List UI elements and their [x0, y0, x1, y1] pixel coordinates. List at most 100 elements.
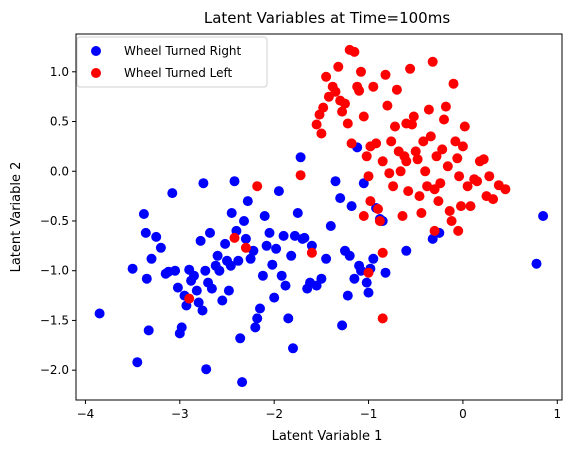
point-wheel-left — [374, 216, 385, 226]
point-wheel-left — [349, 46, 360, 57]
point-wheel-right — [276, 270, 287, 281]
point-wheel-right — [206, 283, 217, 294]
point-wheel-left — [333, 61, 344, 72]
point-wheel-left — [356, 66, 366, 77]
point-wheel-left — [452, 153, 463, 164]
point-wheel-right — [531, 258, 542, 269]
point-wheel-left — [423, 104, 434, 115]
point-wheel-left — [465, 201, 476, 212]
point-wheel-right — [316, 273, 327, 284]
legend-box — [76, 36, 268, 88]
point-wheel-left — [361, 151, 372, 162]
point-wheel-right — [146, 253, 157, 264]
point-wheel-left — [371, 138, 382, 149]
point-wheel-right — [225, 260, 236, 271]
point-wheel-right — [223, 285, 234, 296]
point-wheel-right — [94, 308, 105, 319]
point-wheel-left — [454, 171, 465, 182]
y-axis-label: Latent Variable 2 — [9, 162, 24, 273]
point-wheel-right — [335, 193, 346, 204]
point-wheel-right — [170, 265, 181, 276]
point-wheel-left — [446, 216, 457, 226]
point-wheel-left — [358, 111, 369, 122]
point-wheel-right — [286, 250, 297, 261]
point-wheel-left — [442, 161, 453, 172]
point-wheel-left — [462, 181, 473, 192]
point-wheel-right — [191, 285, 202, 296]
point-wheel-left — [478, 154, 489, 165]
point-wheel-right — [172, 282, 183, 293]
point-wheel-right — [259, 211, 270, 221]
point-wheel-right — [306, 240, 317, 251]
y-tick-label: 1.0 — [50, 65, 69, 79]
point-wheel-right — [257, 270, 268, 281]
point-wheel-right — [189, 270, 199, 281]
point-wheel-right — [255, 303, 265, 314]
point-wheel-left — [318, 102, 329, 113]
point-wheel-left — [457, 141, 468, 152]
point-wheel-left — [450, 136, 461, 147]
point-wheel-left — [403, 186, 414, 197]
point-wheel-right — [138, 209, 149, 219]
point-wheel-right — [427, 233, 438, 244]
point-wheel-right — [346, 201, 357, 212]
point-wheel-left — [330, 86, 341, 97]
point-wheel-left — [414, 191, 425, 202]
point-wheel-right — [363, 287, 374, 298]
point-wheel-right — [132, 357, 143, 368]
point-wheel-right — [330, 176, 341, 187]
point-wheel-left — [401, 156, 412, 167]
point-wheel-left — [408, 111, 419, 122]
point-wheel-right — [380, 267, 391, 278]
x-tick-label: 1 — [553, 407, 561, 421]
legend-marker-left — [91, 68, 101, 78]
point-wheel-right — [280, 280, 291, 291]
point-wheel-right — [292, 208, 303, 218]
point-wheel-left — [365, 196, 376, 207]
point-wheel-right — [167, 188, 178, 199]
point-wheel-right — [195, 235, 206, 246]
point-wheel-left — [377, 313, 388, 324]
point-wheel-left — [358, 211, 369, 221]
point-wheel-left — [373, 204, 383, 214]
point-wheel-right — [217, 295, 228, 306]
point-wheel-right — [349, 273, 360, 284]
plot-frame — [75, 33, 563, 401]
y-tick-label: −2.0 — [40, 363, 69, 377]
point-wheel-left — [321, 71, 332, 82]
point-wheel-left — [377, 247, 388, 258]
point-wheel-left — [390, 121, 400, 132]
point-wheel-left — [488, 194, 499, 205]
point-wheel-right — [289, 230, 300, 241]
point-wheel-right — [337, 320, 348, 331]
point-wheel-right — [325, 221, 336, 231]
point-wheel-right — [176, 322, 187, 333]
point-wheel-right — [226, 208, 237, 218]
point-wheel-right — [242, 196, 253, 207]
point-wheel-right — [264, 227, 275, 238]
x-tick-label: −4 — [77, 407, 95, 421]
legend-label-left: Wheel Turned Left — [124, 66, 233, 80]
point-wheel-left — [306, 247, 317, 258]
point-wheel-right — [140, 227, 151, 238]
point-wheel-left — [437, 144, 448, 155]
point-wheel-right — [151, 231, 162, 242]
point-wheel-left — [377, 156, 388, 167]
point-wheel-left — [412, 154, 423, 165]
point-wheel-right — [212, 250, 223, 261]
point-wheel-right — [239, 216, 249, 226]
point-wheel-left — [439, 114, 449, 125]
point-wheel-left — [363, 171, 374, 182]
point-wheel-right — [200, 265, 211, 276]
point-wheel-right — [235, 333, 246, 344]
point-wheel-left — [472, 176, 483, 187]
point-wheel-left — [311, 119, 322, 130]
point-wheel-left — [252, 181, 263, 192]
point-wheel-right — [361, 277, 372, 288]
point-wheel-left — [435, 178, 446, 189]
point-wheel-right — [245, 253, 256, 264]
legend: Wheel Turned Right Wheel Turned Left — [76, 36, 268, 88]
point-wheel-right — [283, 313, 294, 324]
point-wheel-right — [342, 290, 353, 301]
